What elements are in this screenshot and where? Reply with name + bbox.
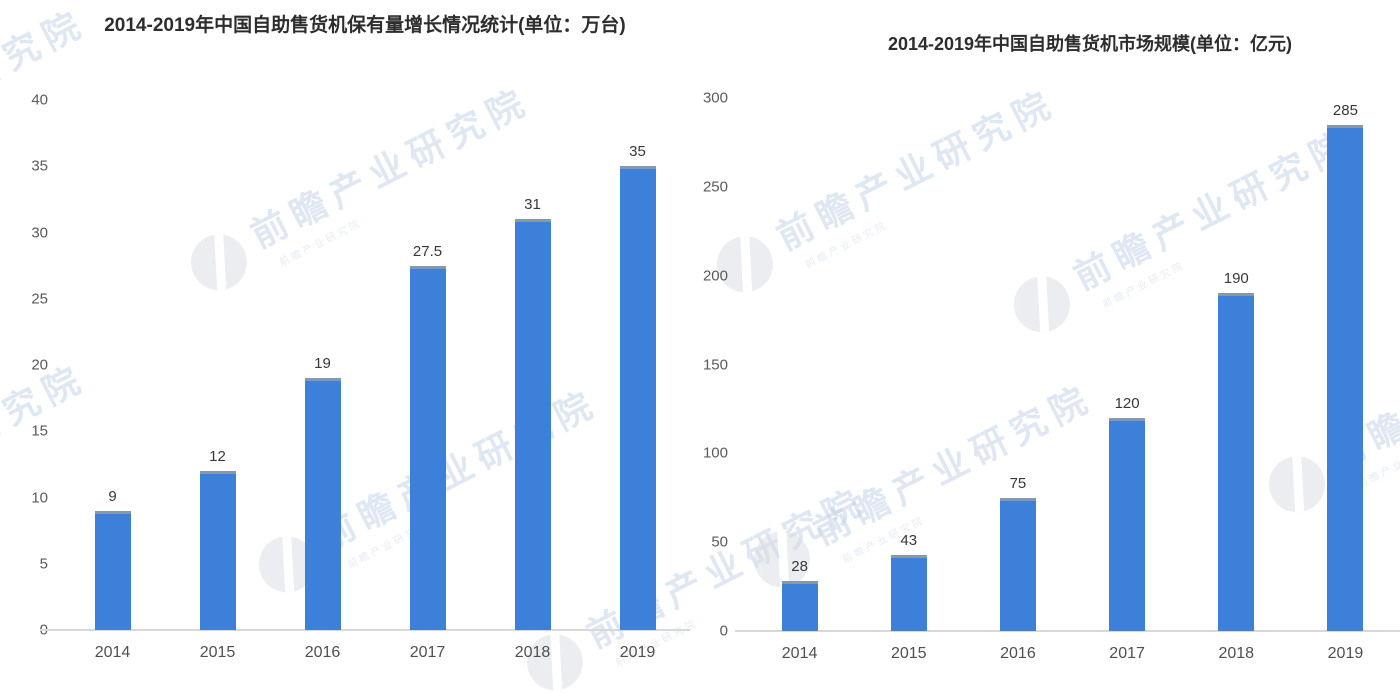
- bar: [409, 265, 446, 630]
- chart-title-market-size: 2014-2019年中国自助售货机市场规模(单位：亿元): [887, 34, 1293, 54]
- x-axis-label: 2015: [890, 645, 927, 662]
- bar-value-label: 31: [524, 196, 541, 214]
- y-tick-label: 15: [31, 422, 48, 440]
- bar-value-label: 75: [1009, 474, 1027, 492]
- x-axis-label: 2019: [619, 644, 656, 661]
- qianzhan-logo-icon: [517, 624, 593, 700]
- bar-value-label: 28: [791, 558, 808, 576]
- bar-group: 19 2016: [270, 100, 375, 661]
- bar-value-label: 12: [209, 448, 226, 465]
- bar-group: 190 2018: [1182, 98, 1291, 662]
- bar-value-label: 285: [1332, 101, 1358, 119]
- y-tick-label: 5: [39, 555, 48, 573]
- x-axis-label: 2015: [199, 644, 236, 661]
- bar-group: 12 2015: [165, 100, 270, 661]
- y-tick-label: 20: [31, 356, 48, 374]
- bar-group: 28 2014: [745, 98, 854, 662]
- y-tick-label: 10: [31, 489, 48, 506]
- bar-value-label: 43: [900, 531, 918, 549]
- bar-value-label: 35: [629, 143, 646, 161]
- bars-container: 9 2014 12 2015 19 2016 27.5 2017 31 2018 35 2019: [60, 100, 690, 661]
- bar-value-label: 27.5: [412, 242, 443, 260]
- bar: [1327, 124, 1364, 631]
- bar: [999, 497, 1036, 631]
- y-tick-label: 150: [702, 356, 728, 373]
- y-tick-label: 0: [719, 622, 728, 640]
- bar-value-label: 190: [1223, 270, 1249, 288]
- bar: [1109, 417, 1146, 631]
- bar: [890, 554, 927, 631]
- y-tick-label: 35: [31, 157, 48, 175]
- bars-container: 28 2014 43 2015 75 2016 120 2017 190 2018 285 2019: [745, 98, 1400, 662]
- bar: [514, 219, 551, 630]
- y-tick-label: 300: [702, 89, 728, 107]
- bar-group: 75 2016: [963, 98, 1072, 662]
- bar-group: 285 2019: [1291, 98, 1400, 662]
- y-tick-label: 50: [711, 533, 728, 551]
- chart-title-holdings: 2014-2019年中国自助售货机保有量增长情况统计(单位：万台): [104, 15, 626, 36]
- x-axis-label: 2016: [304, 644, 341, 661]
- plot-area: 28 2014 43 2015 75 2016 120 2017 190 2018 285 2019: [735, 98, 1400, 662]
- plot-area: 9 2014 12 2015 19 2016 27.5 2017 31 2018 35 2019: [40, 100, 690, 661]
- x-axis-label: 2017: [1109, 645, 1145, 662]
- y-tick-label: 25: [31, 290, 48, 308]
- x-axis-label: 2017: [409, 644, 446, 661]
- bar-group: 31 2018: [480, 100, 585, 661]
- bar-group: 9 2014: [60, 100, 165, 661]
- y-tick-label: 200: [702, 267, 728, 285]
- bar: [199, 471, 236, 630]
- y-axis: 0 50 100 150 200 250 300: [680, 91, 728, 639]
- bar-value-label: 19: [314, 355, 331, 373]
- bar: [304, 378, 341, 630]
- y-tick-label: 30: [31, 224, 48, 241]
- bar-value-label: 9: [108, 487, 117, 505]
- x-axis-label: 2019: [1327, 645, 1364, 662]
- x-axis-label: 2016: [1000, 645, 1036, 662]
- bar: [781, 581, 818, 631]
- x-axis-label: 2014: [94, 644, 131, 661]
- y-tick-label: 250: [702, 178, 728, 196]
- x-axis-label: 2018: [1218, 645, 1255, 662]
- bar-group: 35 2019: [585, 100, 690, 661]
- y-tick-label: 100: [702, 444, 728, 462]
- bar: [1218, 293, 1255, 631]
- bar-group: 120 2017: [1073, 98, 1182, 662]
- bar-value-label: 120: [1114, 394, 1140, 412]
- bar: [94, 510, 131, 630]
- y-axis: 0510152025303540: [0, 93, 48, 638]
- x-axis-line: [40, 629, 690, 631]
- x-axis-line: [735, 630, 1400, 632]
- bar: [619, 166, 656, 630]
- x-axis-label: 2018: [514, 644, 551, 661]
- y-tick-label: 40: [31, 91, 48, 109]
- bar-group: 27.5 2017: [375, 100, 480, 661]
- bar-group: 43 2015: [854, 98, 963, 662]
- x-axis-label: 2014: [781, 645, 818, 662]
